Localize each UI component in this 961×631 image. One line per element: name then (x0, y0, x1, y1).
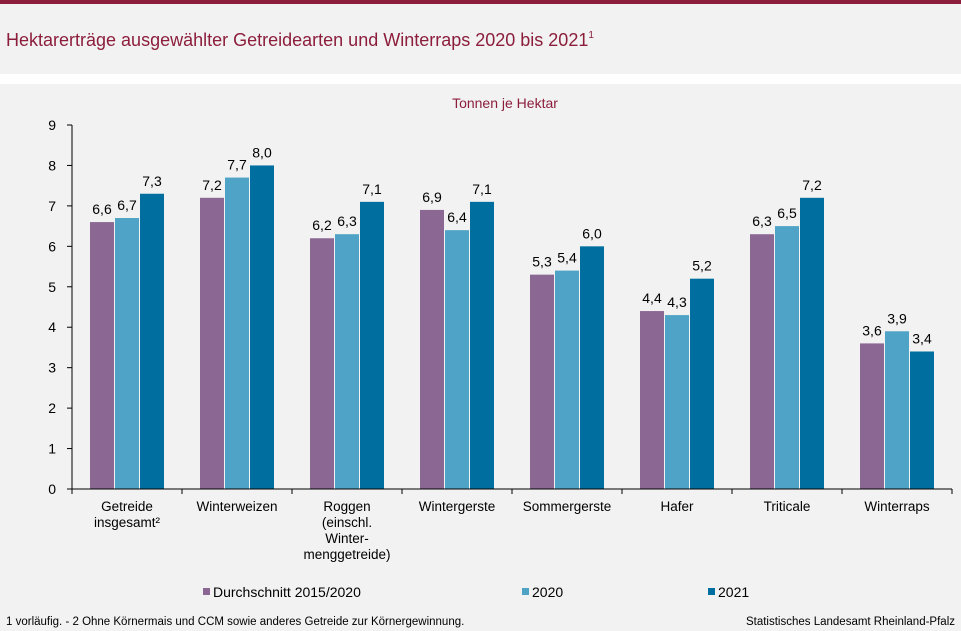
y-tick-label: 3 (48, 360, 56, 376)
data-label: 6,4 (447, 209, 467, 225)
category-label-line: Hafer (660, 499, 694, 514)
y-tick-label: 0 (48, 481, 56, 497)
data-label: 5,2 (692, 258, 712, 274)
bar (420, 209, 444, 489)
data-label: 7,7 (227, 157, 247, 173)
data-label: 5,3 (532, 254, 552, 270)
bar (115, 218, 139, 489)
data-label: 4,3 (667, 294, 687, 310)
data-label: 7,2 (202, 177, 222, 193)
data-label: 4,4 (642, 290, 662, 306)
category-label: Roggen (einschl. Winter-menggetreide) (303, 499, 390, 562)
category-label-line: Triticale (764, 499, 811, 514)
category-label: Triticale (764, 499, 811, 514)
y-tick-label: 2 (48, 400, 56, 416)
category-label-line: insgesamt² (94, 515, 161, 530)
bar (250, 165, 274, 489)
category-label-line: Winter- (325, 531, 369, 546)
title-footnote-marker: 1 (588, 30, 594, 41)
category-label-line: Wintergerste (419, 499, 496, 514)
bar (800, 197, 824, 490)
data-label: 6,6 (92, 201, 112, 217)
bar (860, 343, 884, 489)
category-label: Winterweizen (196, 499, 277, 514)
category-label: Getreide insgesamt² (94, 499, 161, 530)
data-label: 6,7 (117, 197, 137, 213)
category-label: Sommergerste (523, 499, 612, 514)
bar (90, 222, 114, 490)
data-label: 3,6 (862, 322, 882, 338)
category-label: Winterraps (864, 499, 930, 514)
category-label-line: Sommergerste (523, 499, 612, 514)
legend: Durchschnitt 2015/2020 2020 2021 (203, 584, 749, 600)
chart-title: Hektarerträge ausgewählter Getreidearten… (6, 30, 594, 50)
legend-label: Durchschnitt 2015/2020 (213, 584, 361, 600)
y-axis: 0 1 2 3 4 5 6 7 8 9 (48, 117, 73, 497)
y-tick-label: 5 (48, 279, 56, 295)
data-label: 6,9 (422, 189, 442, 205)
bar-chart: Tonnen je Hektar 0 1 2 3 4 5 6 7 8 9 6,6 6,7 7,3 7,2… (6, 95, 955, 628)
chart-panel: Tonnen je Hektar 0 1 2 3 4 5 6 7 8 9 6,6 6,7 7,3 7,2… (0, 84, 961, 631)
y-tick-label: 1 (48, 441, 56, 457)
data-label: 8,0 (252, 144, 272, 160)
category-label-line: Winterweizen (196, 499, 277, 514)
category-label-line: (einschl. (322, 515, 372, 530)
bar (445, 230, 469, 489)
data-label: 6,3 (752, 213, 772, 229)
bar (555, 270, 579, 489)
data-label: 7,1 (362, 181, 382, 197)
y-tick-label: 6 (48, 238, 56, 254)
bar-series-group: 6,6 6,7 7,3 7,2 7,7 8,0 6,2 6,3 7,1 6,9 6,4 7,1 5,3 5… (90, 144, 934, 490)
bar (885, 331, 909, 489)
data-label: 6,0 (582, 225, 602, 241)
bar (690, 278, 714, 489)
unit-label: Tonnen je Hektar (452, 95, 558, 111)
bar (310, 238, 334, 489)
source-credit: Statistisches Landesamt Rheinland-Pfalz (746, 616, 955, 628)
y-tick-label: 7 (48, 198, 56, 214)
y-tick-label: 9 (48, 117, 56, 133)
bar (640, 311, 664, 489)
bar (530, 274, 554, 489)
data-label: 3,9 (887, 310, 907, 326)
data-label: 6,5 (777, 205, 797, 221)
y-tick-label: 4 (48, 319, 56, 335)
top-accent-bar (0, 0, 961, 4)
legend-label: 2021 (718, 584, 749, 600)
category-label-line: Winterraps (864, 499, 930, 514)
data-label: 6,2 (312, 217, 332, 233)
bar (225, 177, 249, 490)
data-label: 7,2 (802, 177, 822, 193)
x-axis: Getreide insgesamt² Winterweizen Roggen (ein… (71, 488, 953, 562)
bar (580, 246, 604, 489)
data-label: 7,1 (472, 181, 492, 197)
data-label: 7,3 (142, 173, 162, 189)
bar (360, 201, 384, 489)
data-label: 6,3 (337, 213, 357, 229)
category-label-line: menggetreide) (303, 547, 390, 562)
data-label: 5,4 (557, 250, 577, 266)
category-label: Hafer (660, 499, 694, 514)
bar (140, 193, 164, 489)
bar (775, 226, 799, 489)
category-label-line: Getreide (101, 499, 153, 514)
chart-header: Hektarerträge ausgewählter Getreidearten… (0, 4, 961, 74)
legend-swatch (203, 588, 210, 595)
bar (335, 234, 359, 489)
legend-swatch (708, 588, 715, 595)
bar (470, 201, 494, 489)
legend-label: 2020 (532, 584, 563, 600)
footnote: 1 vorläufig. - 2 Ohne Körnermais und CCM… (6, 616, 464, 628)
bar (910, 351, 934, 489)
y-tick-label: 8 (48, 157, 56, 173)
legend-swatch (522, 588, 529, 595)
category-label: Wintergerste (419, 499, 496, 514)
data-label: 3,4 (912, 330, 932, 346)
bar (750, 234, 774, 489)
bar (665, 315, 689, 489)
bar (200, 197, 224, 490)
category-label-line: Roggen (323, 499, 370, 514)
